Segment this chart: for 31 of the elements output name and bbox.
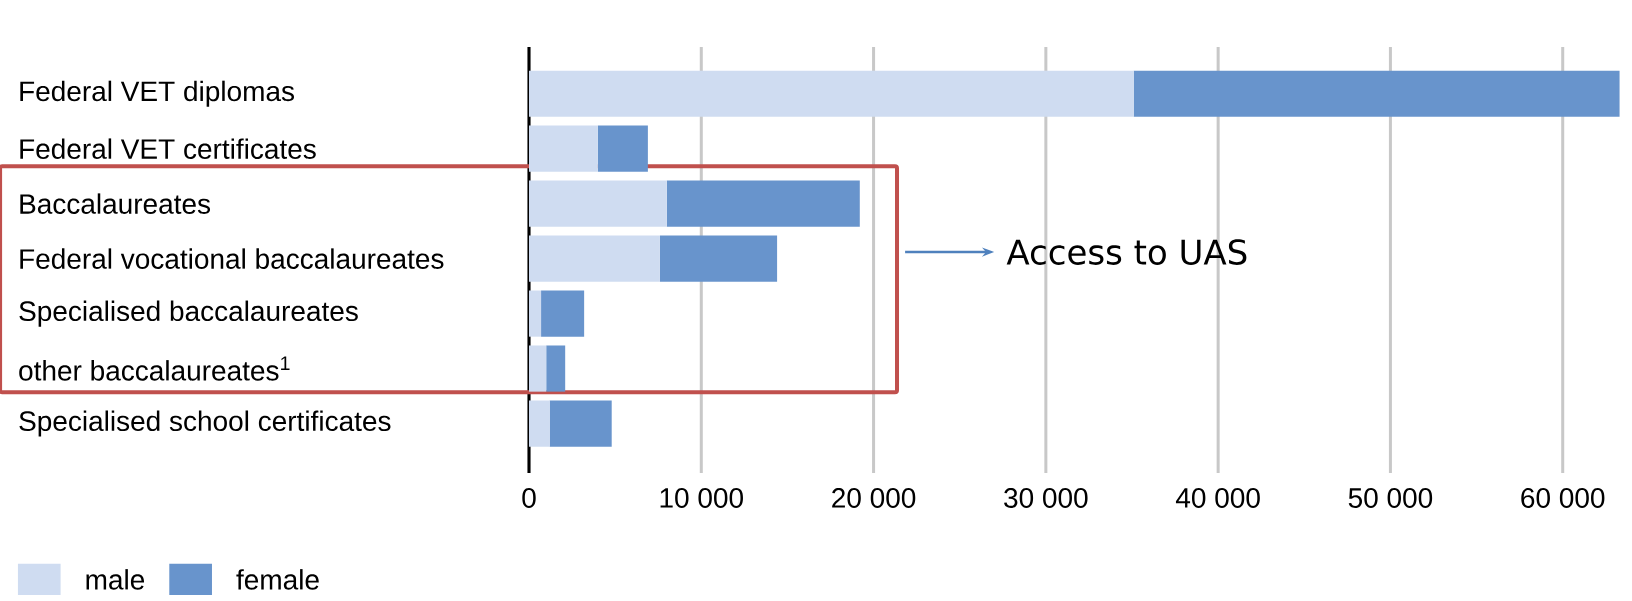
y-tick-label: Federal vocational baccalaureates (20, 248, 444, 269)
bar (549, 400, 612, 447)
legend-label: female (236, 569, 319, 590)
y-tick-label: Federal VET certificates (20, 138, 316, 159)
y-tick-label: Specialised baccalaureates (19, 300, 358, 327)
x-tick-label: 40 000 (1175, 488, 1260, 508)
bar (659, 235, 778, 282)
bar (546, 345, 566, 392)
y-tick-label: Specialised school certificates (19, 410, 391, 437)
y-tick-label: Baccalaureates (20, 193, 211, 214)
annotation: Access to UAS (1006, 239, 1247, 265)
x-tick-label: 20 000 (832, 488, 916, 508)
x-tick-label: 60 000 (1521, 488, 1605, 508)
bar (529, 345, 547, 392)
bar (529, 180, 667, 227)
y-tick-label: Federal VET diplomas (20, 80, 294, 107)
x-tick-label: 30 000 (1004, 488, 1088, 508)
bar (1133, 70, 1620, 117)
y-tick-label: other baccalaureates$^{1}$ (19, 356, 290, 381)
bar (597, 125, 648, 172)
bar (529, 400, 550, 447)
bar (529, 290, 542, 337)
bar (666, 180, 860, 227)
bar (541, 290, 585, 337)
x-tick-label: 50 000 (1348, 488, 1433, 508)
legend-label: male (86, 569, 145, 590)
bar (529, 70, 1134, 117)
x-tick-label: 10 000 (660, 488, 743, 508)
bar (529, 125, 598, 172)
x-tick-label: 0 (522, 488, 536, 508)
bar (529, 235, 660, 282)
